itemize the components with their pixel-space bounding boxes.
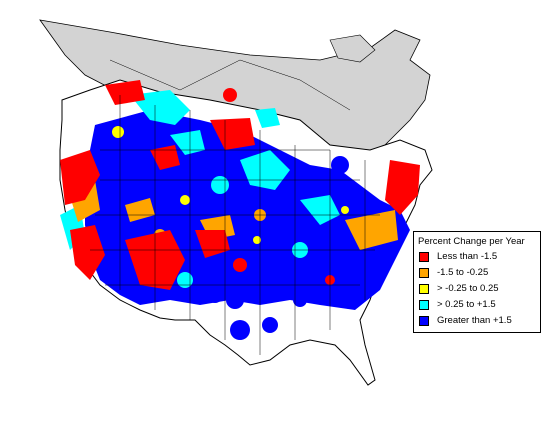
state-boundaries — [90, 59, 380, 355]
legend-swatch-red — [419, 252, 429, 262]
legend-title: Percent Change per Year — [418, 236, 525, 247]
yellow-trend-areas — [112, 126, 349, 244]
legend-label: -1.5 to -0.25 — [437, 267, 489, 278]
legend-item-neg-0-25-to-0-25: > -0.25 to 0.25 — [419, 283, 539, 296]
legend-swatch-cyan — [419, 300, 429, 310]
red-trend-areas — [60, 80, 420, 290]
legend-label: Less than -1.5 — [437, 251, 498, 262]
legend-item-greater-than-1-5: Greater than +1.5 — [419, 315, 539, 328]
legend-swatch-blue — [419, 316, 429, 326]
legend: Percent Change per Year Less than -1.5 -… — [413, 231, 541, 333]
legend-item-0-25-to-1-5: > 0.25 to +1.5 — [419, 299, 539, 312]
legend-label: > 0.25 to +1.5 — [437, 299, 496, 310]
no-data-island — [329, 34, 376, 63]
legend-item-neg-1-5-to-neg-0-25: -1.5 to -0.25 — [419, 267, 539, 280]
legend-item-less-than-neg-1-5: Less than -1.5 — [419, 251, 539, 264]
legend-swatch-orange — [419, 268, 429, 278]
orange-trend-areas — [68, 180, 398, 250]
legend-label: Greater than +1.5 — [437, 315, 512, 326]
legend-swatch-yellow — [419, 284, 429, 294]
legend-label: > -0.25 to 0.25 — [437, 283, 499, 294]
